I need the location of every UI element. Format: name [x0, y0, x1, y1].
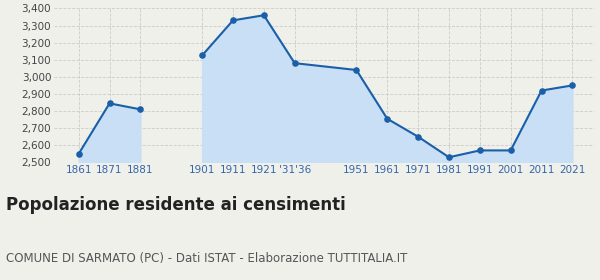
Point	[105, 101, 115, 106]
Point	[259, 13, 269, 17]
Point	[228, 18, 238, 23]
Text: COMUNE DI SARMATO (PC) - Dati ISTAT - Elaborazione TUTTITALIA.IT: COMUNE DI SARMATO (PC) - Dati ISTAT - El…	[6, 252, 407, 265]
Point	[74, 151, 83, 156]
Point	[413, 134, 423, 139]
Point	[537, 88, 547, 93]
Point	[382, 116, 392, 121]
Point	[444, 155, 454, 160]
Point	[352, 68, 361, 72]
Point	[136, 107, 145, 112]
Point	[290, 61, 299, 66]
Point	[568, 83, 577, 88]
Point	[197, 53, 207, 58]
Point	[506, 148, 515, 153]
Text: Popolazione residente ai censimenti: Popolazione residente ai censimenti	[6, 196, 346, 214]
Point	[475, 148, 485, 153]
